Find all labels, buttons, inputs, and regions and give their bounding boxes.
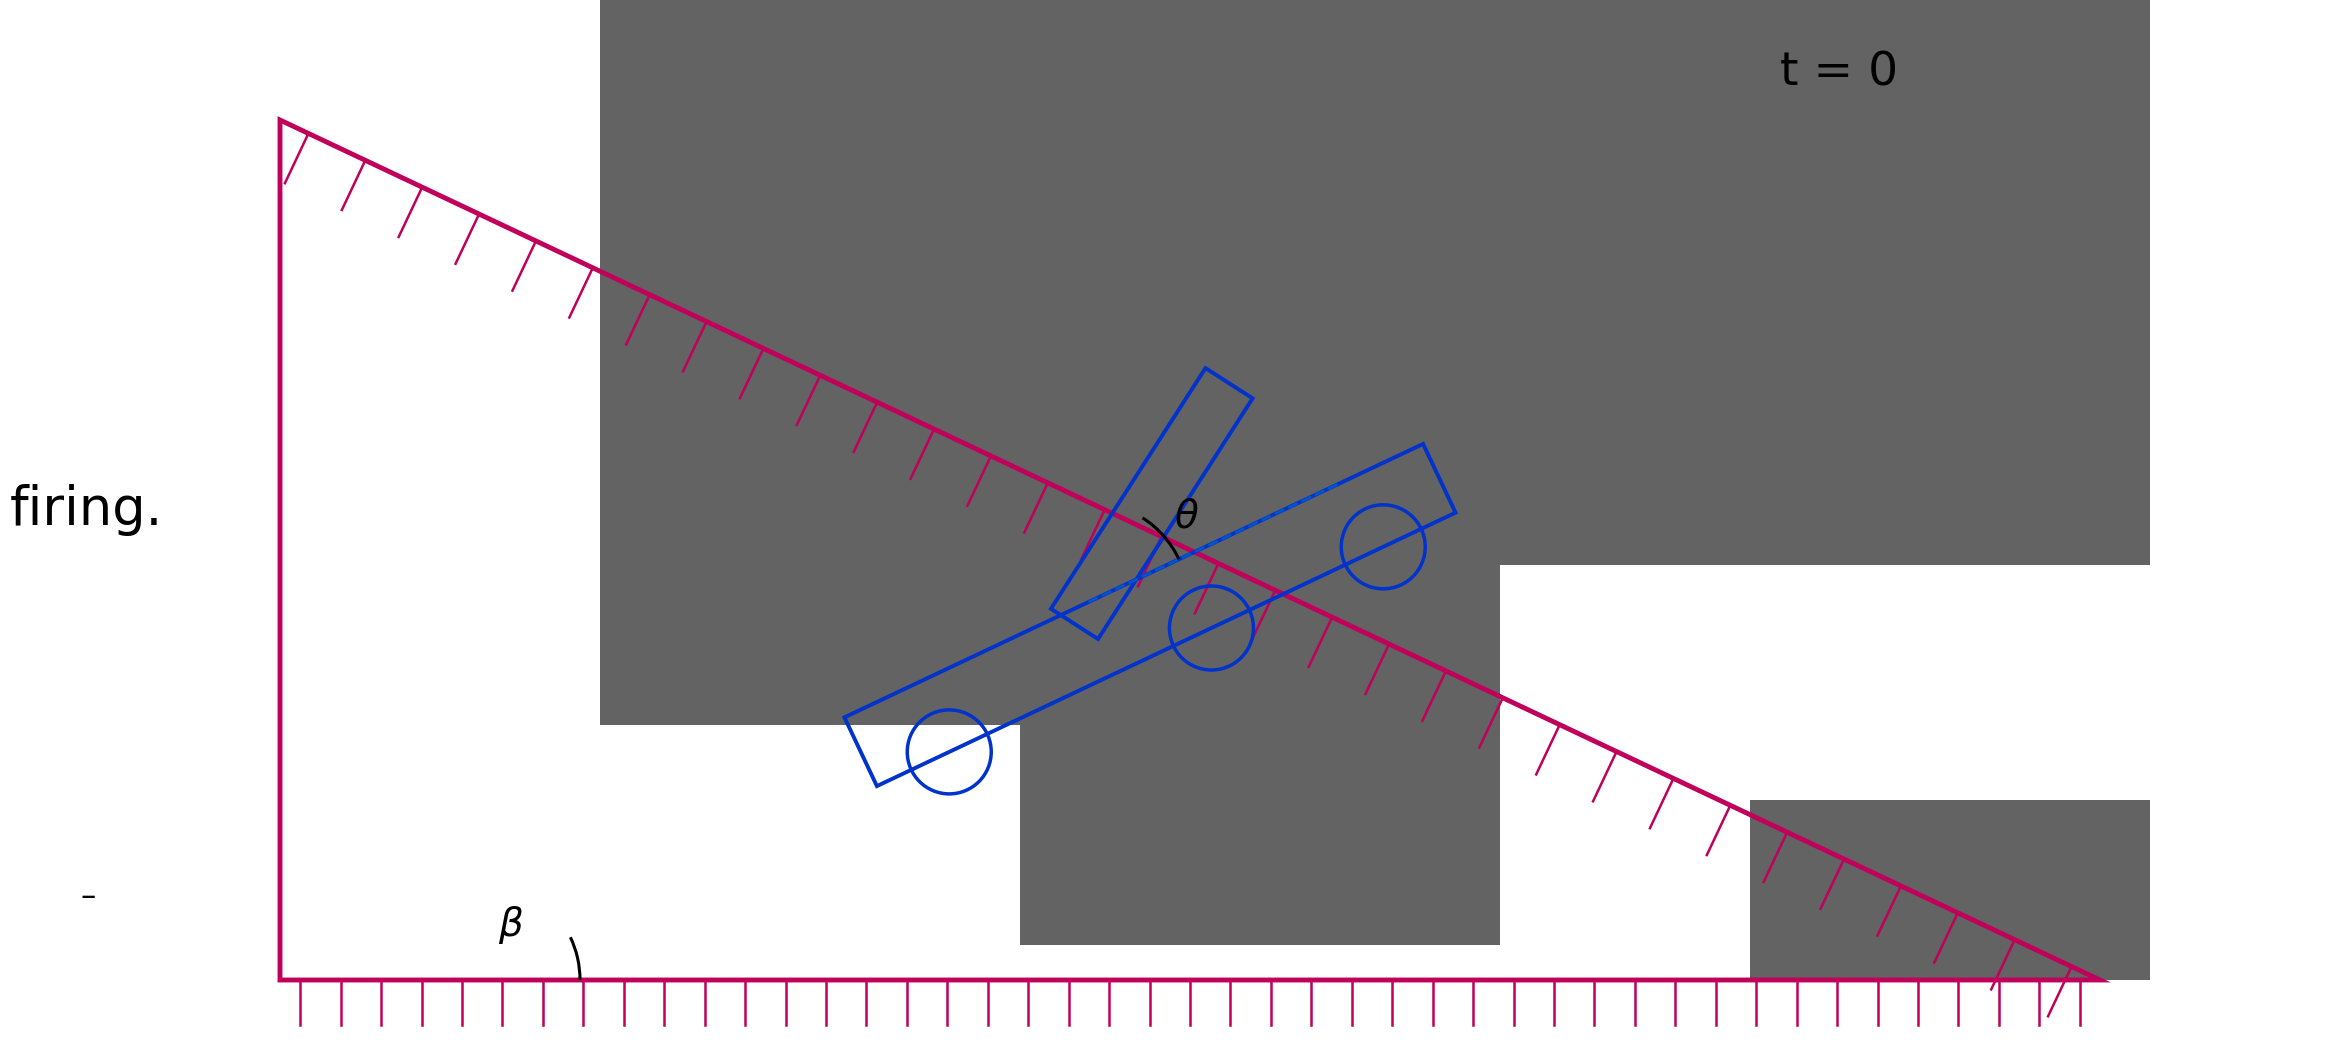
Bar [1750, 800, 2151, 980]
Text: β: β [497, 906, 522, 944]
Text: –: – [80, 882, 96, 911]
Text: θ: θ [1174, 497, 1197, 535]
Text: t = 0: t = 0 [1781, 50, 1898, 95]
Text: .: . [1680, 465, 1692, 503]
Bar [1500, 0, 2151, 565]
Bar [1019, 0, 1500, 945]
Text: firing.: firing. [9, 484, 164, 536]
Bar [600, 0, 1019, 725]
